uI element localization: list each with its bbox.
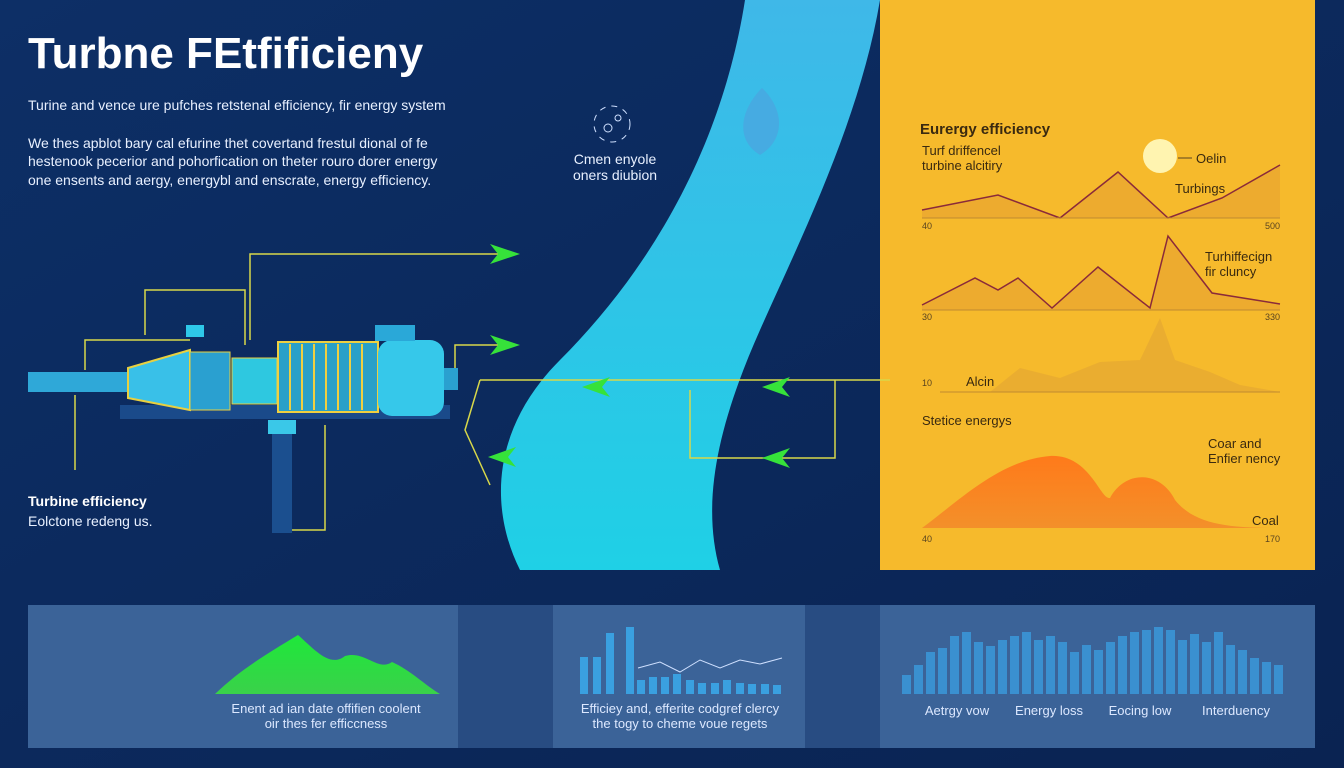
bars	[902, 627, 1283, 694]
series-label: Turbings	[1175, 181, 1226, 196]
icon-caption: Cmen enyole	[574, 151, 657, 167]
chart-label: Turf driffencel	[922, 143, 1001, 158]
intro: Turine and vence ure pufches retstenal e…	[28, 97, 446, 113]
axis-label: 40	[922, 221, 932, 231]
paragraph-line: We thes apblot bary cal efurine thet cov…	[28, 135, 428, 151]
wave-line	[637, 657, 783, 673]
icon-caption: oners diubion	[573, 167, 657, 183]
chart-label: Alcin	[966, 374, 994, 389]
sun	[1143, 139, 1177, 173]
green-area	[215, 635, 440, 694]
area	[922, 455, 1280, 528]
flame-icon	[743, 88, 780, 155]
paragraph-line: one ensents and aergy, energybl and ensc…	[28, 172, 431, 188]
area	[990, 318, 1280, 392]
turbine-sublabel: Eolctone redeng us.	[28, 513, 153, 529]
axis-label: 170	[1265, 534, 1280, 544]
bar-label: Eocing low	[1109, 703, 1172, 718]
bar-label: Aetrgy vow	[925, 703, 990, 718]
title: Turbne FEtfificieny	[28, 29, 424, 78]
chart-label: turbine alcitiry	[922, 158, 1003, 173]
axis-label: 10	[922, 378, 932, 388]
chart-label: Enfier nency	[1208, 451, 1281, 466]
panel-caption: oir thes fer efficcness	[265, 716, 388, 731]
icon	[593, 105, 631, 143]
area	[922, 236, 1280, 310]
panel-caption: Enent ad ian date offifien coolent	[231, 701, 421, 716]
line	[921, 234, 1281, 310]
line	[921, 164, 1281, 219]
axis-label: 30	[922, 312, 932, 322]
axis-label: 330	[1265, 312, 1280, 322]
axis-label: 40	[922, 534, 932, 544]
panel-heading: Eurergy efficiency	[920, 121, 1051, 138]
turbine	[28, 325, 458, 533]
flow-band	[500, 0, 880, 570]
chart-label: Turhiffecign	[1205, 249, 1272, 264]
arrows	[488, 244, 790, 468]
axis-label: 500	[1265, 221, 1280, 231]
chart-label: Coar and	[1208, 436, 1261, 451]
paragraph-line: hestenook pecerior and pohorfication on …	[28, 153, 437, 169]
panel-caption: Efficiey and, efferite codgref clercy	[581, 701, 780, 716]
panel-caption: the togy to cheme voue regets	[593, 716, 768, 731]
turbine-label: Turbine efficiency	[28, 493, 147, 509]
bars	[580, 627, 781, 694]
chart-label: fir cluncy	[1205, 264, 1257, 279]
series-label: Coal	[1252, 513, 1279, 528]
chart-heading: Stetice energys	[922, 413, 1012, 428]
bar-label: Energy loss	[1015, 703, 1083, 718]
sun-label: Oelin	[1196, 151, 1226, 166]
bar-label: Interduency	[1202, 703, 1270, 718]
area	[922, 165, 1280, 218]
